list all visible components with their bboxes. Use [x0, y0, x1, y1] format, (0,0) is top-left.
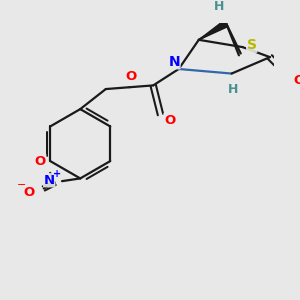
- Text: −: −: [17, 180, 27, 190]
- Text: H: H: [214, 1, 224, 13]
- Text: O: O: [126, 70, 137, 83]
- Polygon shape: [199, 20, 228, 40]
- Text: H: H: [228, 83, 239, 97]
- Text: O: O: [24, 186, 35, 199]
- Text: S: S: [247, 38, 257, 52]
- Text: O: O: [34, 154, 46, 168]
- Text: O: O: [293, 74, 300, 87]
- Text: O: O: [164, 114, 175, 127]
- Text: N: N: [44, 174, 55, 187]
- Text: N: N: [168, 55, 180, 69]
- Text: +: +: [53, 169, 62, 179]
